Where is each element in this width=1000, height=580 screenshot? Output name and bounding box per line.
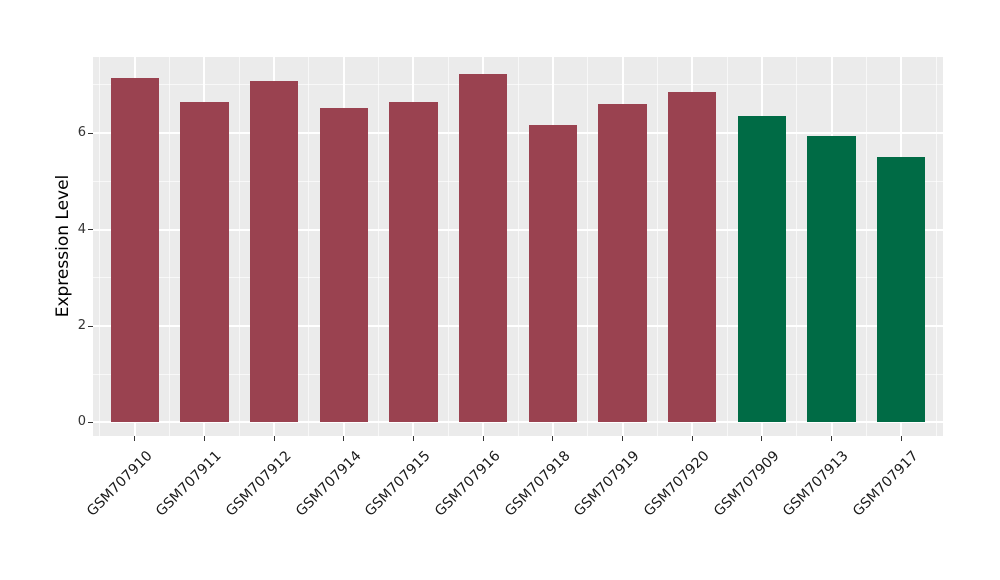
x-tick-label-text: GSM707919 <box>571 448 643 520</box>
gridline-v-minor <box>517 57 519 436</box>
bar-GSM707910 <box>110 78 159 423</box>
y-tick-mark <box>88 229 93 231</box>
x-tick-mark <box>343 436 345 441</box>
gridline-v-minor <box>935 57 937 436</box>
bar-GSM707920 <box>668 92 717 423</box>
y-tick-label: 6 <box>77 125 86 141</box>
bar-GSM707917 <box>877 157 926 423</box>
x-tick-mark <box>203 436 205 441</box>
x-tick-mark <box>482 436 484 441</box>
y-tick-label: 0 <box>77 414 86 430</box>
bar-GSM707911 <box>180 102 229 423</box>
x-tick-mark <box>412 436 414 441</box>
bar-GSM707918 <box>528 124 577 423</box>
gridline-h-major <box>93 228 943 231</box>
gridline-h-major <box>93 325 943 328</box>
x-tick-mark <box>273 436 275 441</box>
gridline-h-major <box>93 132 943 135</box>
x-tick-mark <box>761 436 763 441</box>
gridline-v-minor <box>447 57 449 436</box>
gridline-v-minor <box>99 57 101 436</box>
y-axis-title-text: Expression Level <box>53 174 73 318</box>
gridline-v-minor <box>378 57 380 436</box>
y-tick-mark <box>88 421 93 423</box>
y-tick-mark <box>88 132 93 134</box>
x-tick-label-text: GSM707909 <box>710 448 783 520</box>
gridline-v-minor <box>238 57 240 436</box>
x-tick-label-text: GSM707912 <box>222 448 295 520</box>
x-tick-label-text: GSM707913 <box>780 448 852 520</box>
gridline-v-minor <box>656 57 658 436</box>
x-tick-label-text: GSM707920 <box>640 448 713 520</box>
x-tick-label-text: GSM707910 <box>83 448 156 520</box>
bar-GSM707913 <box>807 135 856 423</box>
x-tick-mark <box>552 436 554 441</box>
x-tick-label-text: GSM707914 <box>292 448 365 520</box>
gridline-v-minor <box>865 57 867 436</box>
gridline-v-minor <box>169 57 171 436</box>
plot-panel <box>93 57 943 436</box>
x-tick-label-text: GSM707916 <box>431 448 504 520</box>
gridline-v-minor <box>726 57 728 436</box>
bar-GSM707916 <box>459 74 508 423</box>
x-tick-mark <box>134 436 136 441</box>
x-tick-mark <box>691 436 693 441</box>
x-tick-label-text: GSM707918 <box>501 448 574 520</box>
bar-GSM707914 <box>319 108 368 423</box>
bar-GSM707915 <box>389 101 438 423</box>
gridline-v-minor <box>587 57 589 436</box>
x-tick-mark <box>900 436 902 441</box>
x-tick-label-text: GSM707911 <box>153 448 225 520</box>
gridline-v-minor <box>308 57 310 436</box>
y-tick-label: 4 <box>77 221 86 237</box>
y-tick-label: 2 <box>77 318 86 334</box>
y-tick-mark <box>88 325 93 327</box>
bar-GSM707912 <box>250 81 299 423</box>
x-tick-mark <box>831 436 833 441</box>
x-tick-label-text: GSM707915 <box>362 448 434 520</box>
bar-GSM707919 <box>598 103 647 423</box>
x-tick-mark <box>622 436 623 441</box>
gridline-v-minor <box>796 57 798 436</box>
gridline-h-major <box>93 421 943 424</box>
x-tick-label-text: GSM707917 <box>849 448 922 520</box>
bar-GSM707909 <box>737 115 786 423</box>
